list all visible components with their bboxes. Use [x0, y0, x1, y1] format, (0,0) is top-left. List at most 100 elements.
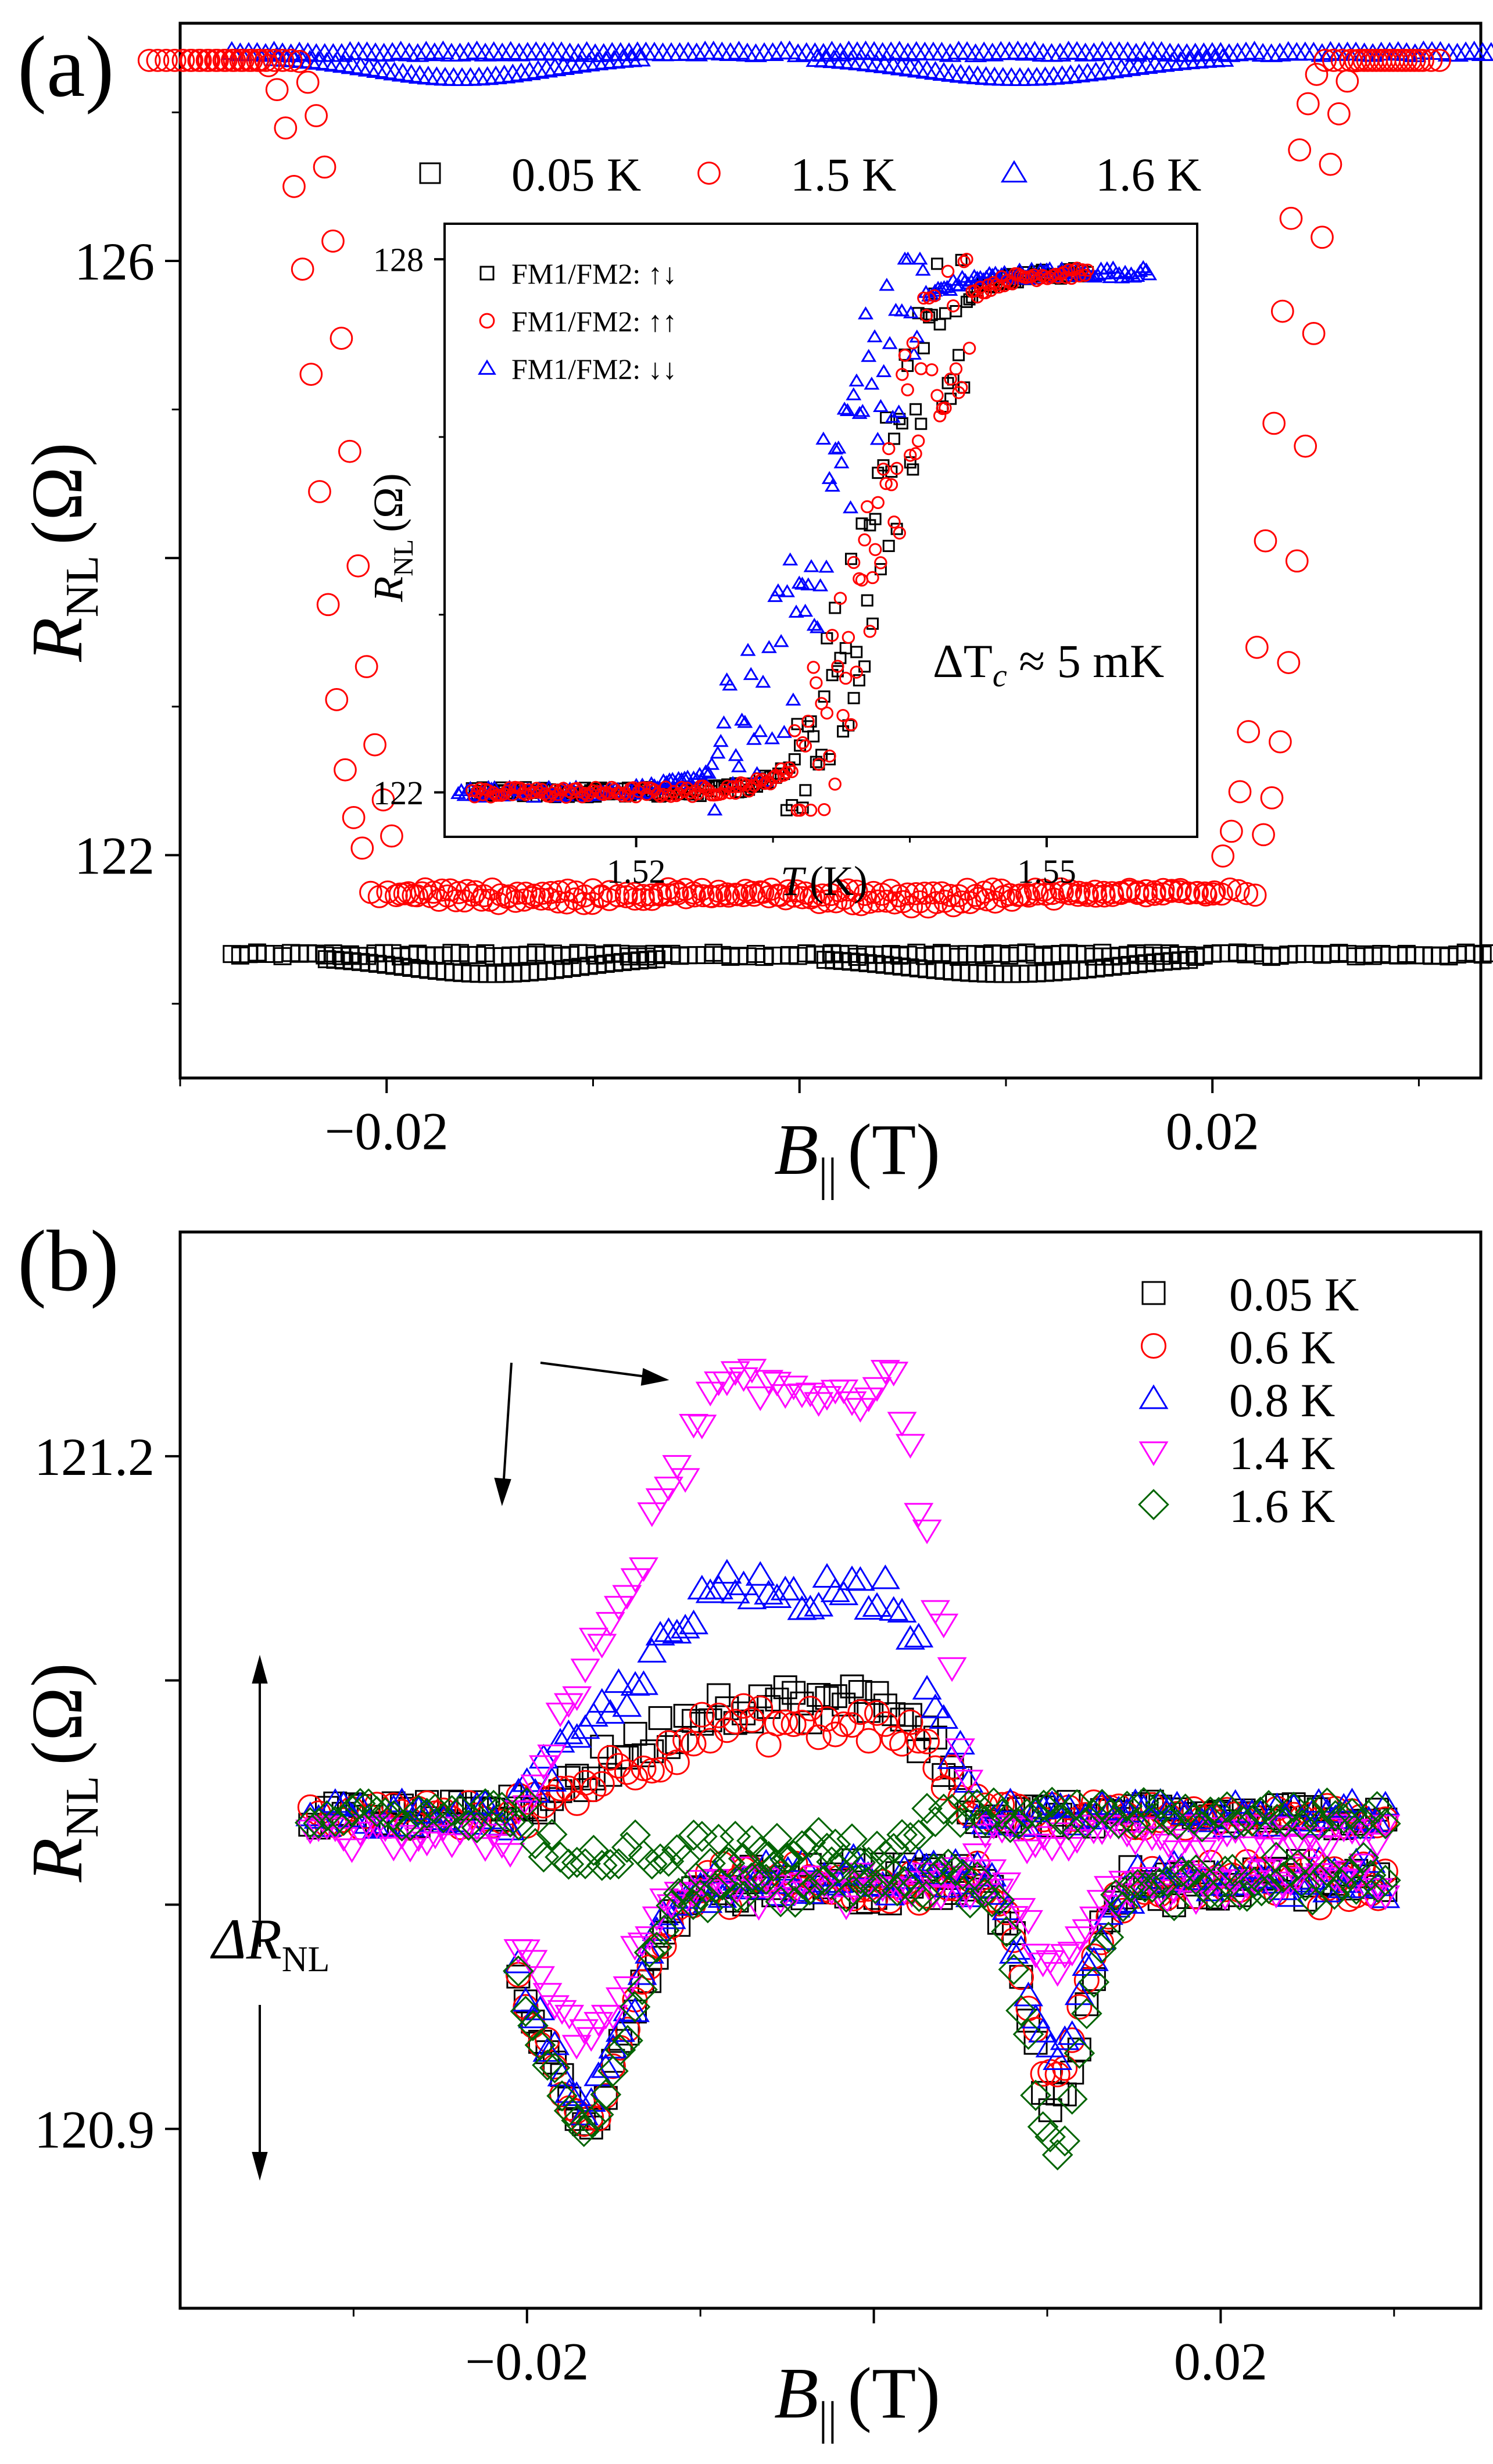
data-point-b-16K — [645, 1843, 676, 1875]
data-point-b-005K — [923, 1725, 947, 1750]
data-point-inset-1 — [949, 362, 963, 375]
data-point-inset-2 — [873, 399, 889, 413]
data-point-inset-0 — [853, 674, 865, 687]
data-point-b-16K — [1345, 1808, 1376, 1840]
data-point-b-16K — [728, 1881, 760, 1913]
data-point-a-1p5k — [288, 49, 312, 73]
data-point-b-08K — [627, 1960, 657, 1985]
data-point-a-1p5k — [858, 890, 881, 914]
data-point-b-14K — [745, 1386, 775, 1412]
panel-a-legend: 0.05 K 1.5 K 1.6 K — [419, 148, 1201, 201]
data-point-inset-2 — [876, 364, 892, 377]
data-point-a-1p5k — [1270, 299, 1294, 323]
data-point-b-14K — [512, 1795, 542, 1820]
data-point-a-1p5k — [1294, 434, 1317, 458]
inset-ticks: 1.52 1.55 122 128 — [373, 241, 1076, 890]
data-point-inset-1 — [833, 592, 847, 605]
data-point-b-16K — [1236, 1805, 1268, 1837]
data-point-b-14K — [569, 2019, 599, 2044]
data-point-inset-2 — [707, 802, 723, 816]
data-point-b-08K — [745, 1561, 775, 1586]
data-point-b-14K — [1162, 1840, 1192, 1865]
data-point-b-16K — [808, 1865, 840, 1896]
data-point-inset-0 — [844, 553, 857, 565]
data-point-b-16K — [719, 1821, 751, 1852]
data-point-a-1p5k — [531, 882, 554, 905]
data-point-b-14K — [395, 1838, 425, 1863]
data-point-b-08K — [547, 2061, 577, 2087]
data-point-b-005K — [807, 1683, 831, 1707]
data-point-inset-1 — [957, 255, 971, 268]
data-point-inset-2 — [848, 373, 865, 387]
data-point-b-14K — [487, 1834, 517, 1859]
data-point-a-1p5k — [1143, 883, 1166, 906]
data-point-inset-2 — [752, 724, 768, 737]
data-point-a-1p6k — [552, 56, 575, 75]
data-point-inset-0 — [944, 392, 957, 405]
data-point-a-1p5k — [1193, 881, 1216, 905]
data-point-inset-1 — [930, 389, 944, 402]
data-point-a-1p5k — [1369, 49, 1392, 72]
data-point-b-14K — [637, 1502, 667, 1527]
data-point-b-14K — [554, 2004, 585, 2030]
data-point-b-16K — [707, 1869, 738, 1901]
data-point-b-14K — [1006, 1898, 1036, 1923]
data-point-b-08K — [904, 1623, 934, 1648]
data-point-inset-2 — [713, 733, 729, 747]
data-point-inset-1 — [1065, 271, 1079, 285]
data-point-inset-1 — [812, 757, 826, 771]
data-point-b-16K — [553, 2095, 585, 2126]
data-point-a-1p6k — [414, 41, 438, 60]
data-point-b-14K — [954, 1770, 984, 1795]
legend-label-b-4: 1.6 K — [1229, 1480, 1335, 1532]
data-point-b-08K — [804, 1592, 834, 1617]
data-point-b-08K — [875, 1881, 905, 1906]
data-point-a-1p5k — [237, 49, 261, 72]
data-point-b-08K — [670, 1613, 700, 1639]
data-point-a-1p5k — [1360, 49, 1384, 72]
inset-delta-tc-annotation: ΔTc ≈ 5 mK — [933, 635, 1164, 694]
data-point-b-06K — [681, 1731, 707, 1757]
data-point-inset-1 — [597, 787, 611, 801]
data-point-b-16K — [678, 1819, 710, 1851]
data-point-b-16K — [1027, 2111, 1059, 2143]
data-point-b-16K — [636, 1848, 668, 1880]
data-point-b-16K — [453, 1810, 485, 1841]
data-point-inset-0 — [807, 730, 820, 743]
data-point-b-06K — [747, 1695, 774, 1721]
data-point-b-08K — [569, 2100, 599, 2126]
data-point-a-1p5k — [556, 878, 579, 902]
data-point-b-08K — [1370, 1790, 1401, 1815]
data-point-a-1p5k — [1269, 730, 1292, 754]
data-point-inset-2 — [770, 583, 786, 597]
data-point-b-16K — [903, 1881, 935, 1913]
data-point-b-14K — [860, 1881, 890, 1906]
data-point-b-16K — [386, 1810, 418, 1842]
data-point-b-14K — [437, 1833, 467, 1858]
data-point-b-16K — [998, 1954, 1030, 1985]
data-point-inset-2 — [864, 377, 880, 390]
data-point-a-1p6k — [1480, 42, 1493, 61]
data-point-b-14K — [679, 1413, 708, 1439]
data-point-b-16K — [886, 1819, 918, 1850]
data-point-b-14K — [870, 1360, 900, 1385]
data-point-b-16K — [801, 1868, 833, 1900]
data-point-b-14K — [1195, 1837, 1226, 1863]
data-point-b-08K — [854, 1595, 884, 1620]
data-point-a-1p5k — [707, 879, 731, 903]
data-point-inset-0 — [931, 257, 944, 270]
data-point-inset-1 — [613, 786, 626, 800]
panel-b-legend: 0.05 K0.6 K0.8 K1.4 K1.6 K — [1138, 1268, 1359, 1532]
data-point-inset-2 — [869, 432, 886, 445]
data-point-b-16K — [1078, 1966, 1110, 1998]
data-point-b-14K — [810, 1874, 839, 1899]
data-point-b-06K — [1052, 2055, 1078, 2081]
data-point-b-08K — [779, 1575, 809, 1600]
data-point-a-1p6k — [1084, 61, 1108, 81]
data-point-a-1p6k — [628, 48, 651, 67]
data-point-a-1p5k — [1352, 49, 1376, 72]
data-point-a-1p6k — [896, 42, 919, 62]
data-point-b-06K — [556, 1775, 582, 1802]
data-point-a-1p5k — [338, 439, 361, 463]
data-point-inset-1 — [815, 697, 828, 710]
